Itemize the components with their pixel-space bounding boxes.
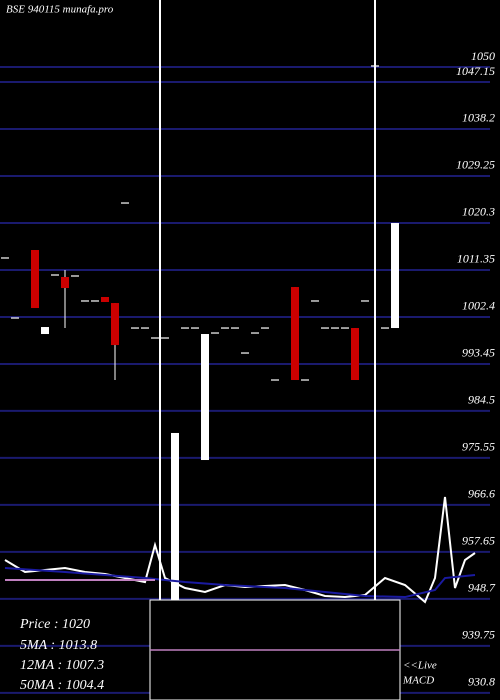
candle-body xyxy=(291,287,299,381)
info-price: Price : 1020 xyxy=(19,617,90,632)
info-12ma: 12MA : 1007.3 xyxy=(20,658,104,673)
indicator-line xyxy=(4,567,476,599)
y-tick-label: 957.65 xyxy=(462,534,495,548)
candle-body xyxy=(31,250,39,309)
plot-area xyxy=(1,65,476,604)
y-tick-label: 948.7 xyxy=(468,581,496,595)
y-tick-label: 1050 xyxy=(471,49,495,63)
y-tick-label: 930.8 xyxy=(468,675,495,689)
y-tick-label: 1038.2 xyxy=(462,111,495,125)
y-tick-label: 1020.3 xyxy=(462,205,495,219)
y-tick-label: 993.45 xyxy=(462,346,495,360)
y-tick-label: 1011.35 xyxy=(457,252,495,266)
candle-body xyxy=(101,296,109,302)
candle-body xyxy=(391,223,399,329)
info-5ma: 5MA : 1013.8 xyxy=(20,638,97,653)
candle-body xyxy=(351,328,359,381)
y-tick-label: 1047.15 xyxy=(456,64,495,78)
y-tick-label: 966.6 xyxy=(468,487,495,501)
info-50ma: 50MA : 1004.4 xyxy=(20,678,104,693)
candle-body xyxy=(41,327,49,335)
y-tick-label: 975.55 xyxy=(462,440,495,454)
candle-body xyxy=(111,303,119,346)
y-tick-label: 1002.4 xyxy=(462,299,495,313)
candle-body xyxy=(201,334,209,461)
macd-label: <<Live xyxy=(403,660,437,672)
candle-body xyxy=(171,432,179,601)
macd-label: MACD xyxy=(402,675,434,687)
grid xyxy=(0,66,490,694)
y-tick-label: 939.75 xyxy=(462,628,495,642)
chart-title: BSE 940115 munafa.pro xyxy=(6,4,114,16)
y-tick-label: 984.5 xyxy=(468,393,495,407)
candle-body xyxy=(61,276,69,289)
y-tick-label: 1029.25 xyxy=(456,158,495,172)
